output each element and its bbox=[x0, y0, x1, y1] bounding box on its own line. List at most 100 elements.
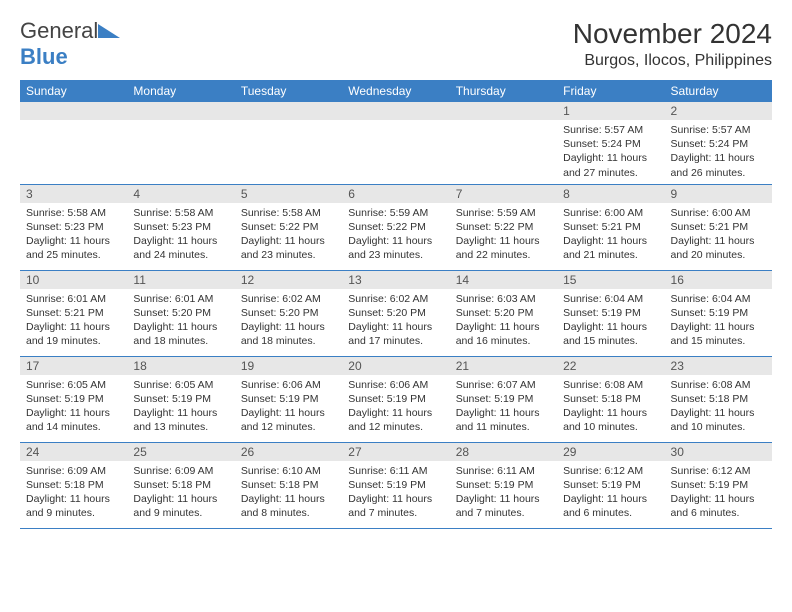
logo-triangle-icon bbox=[98, 18, 120, 44]
day-data: Sunrise: 5:59 AMSunset: 5:22 PMDaylight:… bbox=[450, 203, 557, 267]
sunrise-text: Sunrise: 5:57 AM bbox=[563, 123, 658, 137]
day-number: 13 bbox=[342, 271, 449, 289]
day-data: Sunrise: 5:57 AMSunset: 5:24 PMDaylight:… bbox=[557, 120, 664, 184]
weekday-header: Wednesday bbox=[342, 80, 449, 102]
day-number: 7 bbox=[450, 185, 557, 203]
day-number: 6 bbox=[342, 185, 449, 203]
daylight-text: Daylight: 11 hours and 17 minutes. bbox=[348, 320, 443, 348]
weekday-header: Thursday bbox=[450, 80, 557, 102]
daylight-text: Daylight: 11 hours and 9 minutes. bbox=[133, 492, 228, 520]
calendar-cell: 24Sunrise: 6:09 AMSunset: 5:18 PMDayligh… bbox=[20, 442, 127, 528]
weekday-header: Tuesday bbox=[235, 80, 342, 102]
calendar-week: 17Sunrise: 6:05 AMSunset: 5:19 PMDayligh… bbox=[20, 356, 772, 442]
day-data: Sunrise: 6:09 AMSunset: 5:18 PMDaylight:… bbox=[20, 461, 127, 525]
day-data: Sunrise: 6:00 AMSunset: 5:21 PMDaylight:… bbox=[665, 203, 772, 267]
sunset-text: Sunset: 5:22 PM bbox=[456, 220, 551, 234]
daylight-text: Daylight: 11 hours and 14 minutes. bbox=[26, 406, 121, 434]
daylight-text: Daylight: 11 hours and 18 minutes. bbox=[133, 320, 228, 348]
day-data: Sunrise: 6:10 AMSunset: 5:18 PMDaylight:… bbox=[235, 461, 342, 525]
daylight-text: Daylight: 11 hours and 7 minutes. bbox=[456, 492, 551, 520]
daylight-text: Daylight: 11 hours and 26 minutes. bbox=[671, 151, 766, 179]
day-number: 8 bbox=[557, 185, 664, 203]
calendar-cell: 29Sunrise: 6:12 AMSunset: 5:19 PMDayligh… bbox=[557, 442, 664, 528]
sunset-text: Sunset: 5:22 PM bbox=[241, 220, 336, 234]
calendar-week: 10 Sunrise: 6:01 AM Sunset: 5:21 PM Dayligh… bbox=[20, 270, 772, 356]
sunset-text: Sunset: 5:18 PM bbox=[133, 478, 228, 492]
calendar-cell: 23Sunrise: 6:08 AMSunset: 5:18 PMDayligh… bbox=[665, 356, 772, 442]
daylight-text: Daylight: 11 hours and 12 minutes. bbox=[241, 406, 336, 434]
day-number: 12 bbox=[235, 271, 342, 289]
weekday-row: SundayMondayTuesdayWednesdayThursdayFrid… bbox=[20, 80, 772, 102]
sunset-text: Sunset: 5:24 PM bbox=[671, 137, 766, 151]
calendar-cell: 22Sunrise: 6:08 AMSunset: 5:18 PMDayligh… bbox=[557, 356, 664, 442]
daylight-text: Daylight: 11 hours and 23 minutes. bbox=[348, 234, 443, 262]
sunrise-text: Sunrise: 6:11 AM bbox=[456, 464, 551, 478]
day-data: Sunrise: 6:03 AMSunset: 5:20 PMDaylight:… bbox=[450, 289, 557, 353]
day-data: Sunrise: 5:58 AMSunset: 5:22 PMDaylight:… bbox=[235, 203, 342, 267]
sunset-text: Sunset: 5:18 PM bbox=[26, 478, 121, 492]
calendar-cell bbox=[342, 102, 449, 184]
daylight-text: Daylight: 11 hours and 13 minutes. bbox=[133, 406, 228, 434]
day-number: 9 bbox=[665, 185, 772, 203]
calendar-week: 3Sunrise: 5:58 AMSunset: 5:23 PMDaylight… bbox=[20, 184, 772, 270]
day-number: 10 bbox=[20, 271, 127, 289]
day-data: Sunrise: 6:08 AMSunset: 5:18 PMDaylight:… bbox=[557, 375, 664, 439]
day-number-blank bbox=[450, 102, 557, 120]
day-number: 17 bbox=[20, 357, 127, 375]
calendar-cell: 8 Sunrise: 6:00 AMSunset: 5:21 PMDaylight… bbox=[557, 184, 664, 270]
calendar-cell: 19Sunrise: 6:06 AMSunset: 5:19 PMDayligh… bbox=[235, 356, 342, 442]
day-data: Sunrise: 5:58 AMSunset: 5:23 PMDaylight:… bbox=[127, 203, 234, 267]
sunrise-text: Sunrise: 6:02 AM bbox=[348, 292, 443, 306]
logo-text-b: Blue bbox=[20, 44, 68, 69]
sunrise-text: Sunrise: 5:58 AM bbox=[241, 206, 336, 220]
weekday-header: Friday bbox=[557, 80, 664, 102]
day-number: 24 bbox=[20, 443, 127, 461]
sunset-text: Sunset: 5:24 PM bbox=[563, 137, 658, 151]
sunset-text: Sunset: 5:23 PM bbox=[133, 220, 228, 234]
sunrise-text: Sunrise: 5:58 AM bbox=[133, 206, 228, 220]
calendar-cell bbox=[235, 102, 342, 184]
calendar-cell: 10Sunrise: 6:01 AMSunset: 5:21 PMDayligh… bbox=[20, 270, 127, 356]
sunset-text: Sunset: 5:21 PM bbox=[26, 306, 121, 320]
sunrise-text: Sunrise: 6:01 AM bbox=[133, 292, 228, 306]
sunrise-text: Sunrise: 6:04 AM bbox=[563, 292, 658, 306]
day-number: 30 bbox=[665, 443, 772, 461]
calendar-cell: 17Sunrise: 6:05 AMSunset: 5:19 PMDayligh… bbox=[20, 356, 127, 442]
sunrise-text: Sunrise: 6:06 AM bbox=[348, 378, 443, 392]
day-data: Sunrise: 6:06 AMSunset: 5:19 PMDaylight:… bbox=[342, 375, 449, 439]
sunrise-text: Sunrise: 6:08 AM bbox=[563, 378, 658, 392]
day-number: 3 bbox=[20, 185, 127, 203]
sunrise-text: Sunrise: 5:59 AM bbox=[456, 206, 551, 220]
title-block: November 2024 Burgos, Ilocos, Philippine… bbox=[573, 18, 772, 70]
daylight-text: Daylight: 11 hours and 16 minutes. bbox=[456, 320, 551, 348]
daylight-text: Daylight: 11 hours and 6 minutes. bbox=[563, 492, 658, 520]
day-number: 11 bbox=[127, 271, 234, 289]
day-number: 2 bbox=[665, 102, 772, 120]
day-number: 22 bbox=[557, 357, 664, 375]
daylight-text: Daylight: 11 hours and 23 minutes. bbox=[241, 234, 336, 262]
calendar-cell: 6Sunrise: 5:59 AMSunset: 5:22 PMDaylight… bbox=[342, 184, 449, 270]
calendar-cell: 28Sunrise: 6:11 AMSunset: 5:19 PMDayligh… bbox=[450, 442, 557, 528]
calendar-cell bbox=[127, 102, 234, 184]
calendar-table: SundayMondayTuesdayWednesdayThursdayFrid… bbox=[20, 80, 772, 529]
sunrise-text: Sunrise: 6:03 AM bbox=[456, 292, 551, 306]
daylight-text: Daylight: 11 hours and 24 minutes. bbox=[133, 234, 228, 262]
sunset-text: Sunset: 5:19 PM bbox=[348, 392, 443, 406]
sunset-text: Sunset: 5:21 PM bbox=[563, 220, 658, 234]
sunset-text: Sunset: 5:19 PM bbox=[456, 392, 551, 406]
daylight-text: Daylight: 11 hours and 25 minutes. bbox=[26, 234, 121, 262]
calendar-cell: 21Sunrise: 6:07 AMSunset: 5:19 PMDayligh… bbox=[450, 356, 557, 442]
sunrise-text: Sunrise: 6:00 AM bbox=[563, 206, 658, 220]
calendar-cell: 11Sunrise: 6:01 AMSunset: 5:20 PMDayligh… bbox=[127, 270, 234, 356]
day-data: Sunrise: 6:11 AMSunset: 5:19 PMDaylight:… bbox=[342, 461, 449, 525]
day-data: Sunrise: 6:11 AMSunset: 5:19 PMDaylight:… bbox=[450, 461, 557, 525]
calendar-cell bbox=[20, 102, 127, 184]
daylight-text: Daylight: 11 hours and 10 minutes. bbox=[563, 406, 658, 434]
day-data: Sunrise: 6:12 AMSunset: 5:19 PMDaylight:… bbox=[557, 461, 664, 525]
sunset-text: Sunset: 5:20 PM bbox=[241, 306, 336, 320]
day-number: 5 bbox=[235, 185, 342, 203]
day-number: 15 bbox=[557, 271, 664, 289]
day-data: Sunrise: 6:01 AMSunset: 5:20 PMDaylight:… bbox=[127, 289, 234, 353]
sunset-text: Sunset: 5:21 PM bbox=[671, 220, 766, 234]
daylight-text: Daylight: 11 hours and 21 minutes. bbox=[563, 234, 658, 262]
